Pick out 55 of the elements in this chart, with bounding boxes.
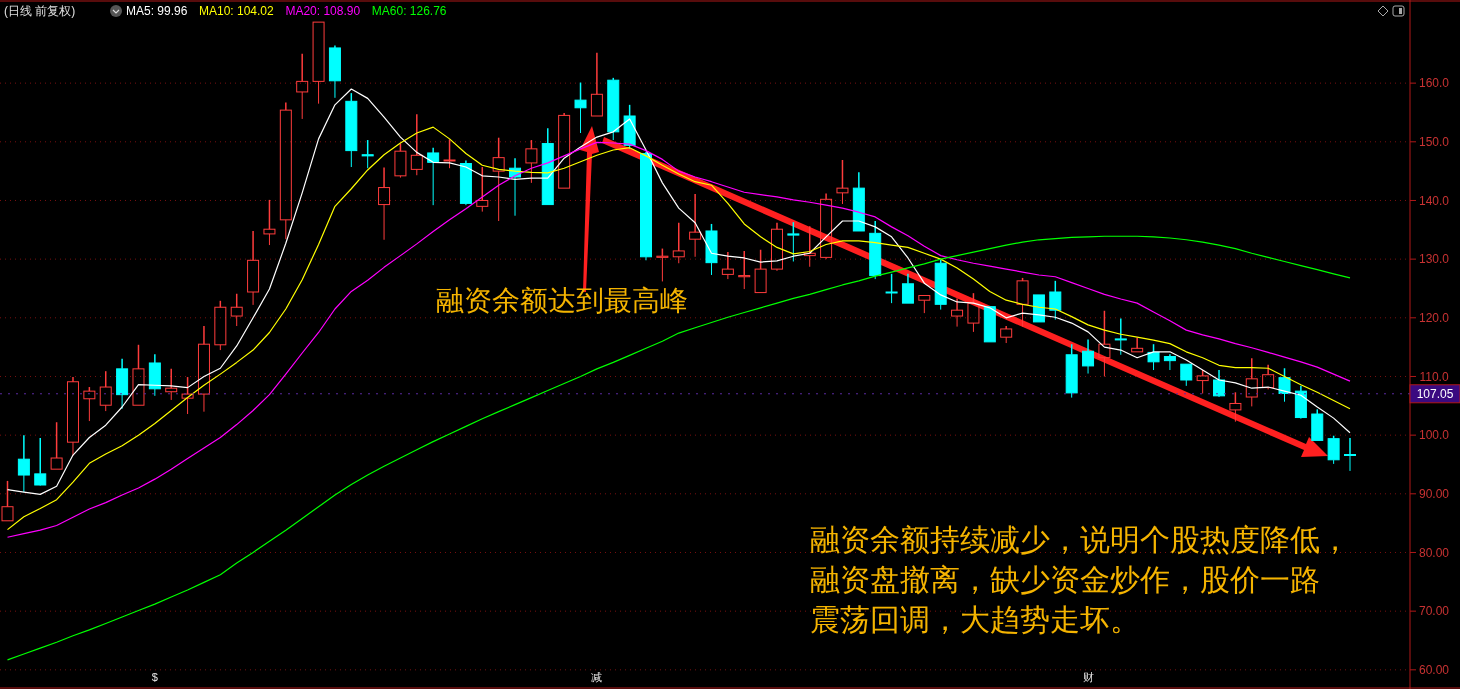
y-tick-label: 130.0 — [1418, 252, 1450, 267]
y-tick-label: 60.00 — [1418, 663, 1450, 678]
candlestick — [770, 222, 783, 272]
y-tick-label: 150.0 — [1418, 135, 1450, 149]
candlestick — [263, 199, 276, 246]
candlestick — [738, 250, 751, 290]
candlestick — [836, 159, 849, 205]
ref-line-label: 107.05 — [1416, 386, 1454, 401]
y-tick-label: 110.0 — [1419, 369, 1449, 384]
y-tick-label: 80.00 — [1418, 545, 1450, 560]
candlestick — [378, 166, 391, 241]
candlestick — [1098, 310, 1111, 377]
y-tick-label: 160.0 — [1418, 76, 1450, 91]
chart-title: (日线 前复权) — [4, 4, 76, 18]
candlestick — [1082, 338, 1095, 375]
candlestick — [66, 376, 79, 457]
annotation: 融资余额持续减少，说明个股热度降低，融资盘撤离，缺少资金炒作，股价一路震荡回调，大趋势走坏。 — [810, 523, 1350, 636]
text: MA10: 104.02 — [199, 4, 275, 18]
candlestick — [1262, 363, 1275, 390]
y-tick-label: 90.00 — [1418, 487, 1450, 502]
candlestick — [803, 225, 816, 268]
candlestick — [17, 434, 30, 493]
candlestick — [165, 368, 178, 401]
y-tick-label: 70.00 — [1418, 604, 1450, 619]
y-tick-label: 100.0 — [1418, 428, 1450, 443]
candlestick — [148, 353, 161, 397]
line-series — [6, 88, 1351, 495]
line-series — [6, 235, 1351, 661]
candlestick — [492, 136, 505, 222]
candlestick — [1344, 437, 1356, 472]
x-tick-label: $ — [151, 671, 158, 683]
candlestick — [197, 325, 210, 413]
candlestick — [296, 53, 309, 120]
candlestick — [721, 251, 734, 280]
candlestick — [116, 358, 129, 410]
candlestick — [951, 297, 964, 328]
candlestick — [689, 193, 702, 258]
text: MA60: 126.76 — [371, 4, 447, 18]
candlestick — [247, 230, 260, 306]
text: MA5: 99.96 — [126, 4, 188, 18]
y-tick-label: 120.0 — [1418, 311, 1450, 326]
candlestick — [820, 192, 833, 260]
annotation: 融资余额达到最高峰 — [436, 285, 688, 316]
candlestick — [1163, 353, 1176, 371]
x-tick-label: 财 — [1082, 671, 1094, 683]
x-tick-label: 减 — [591, 671, 603, 683]
candlestick — [1213, 369, 1226, 397]
candlestick — [672, 222, 685, 264]
candlestick — [1294, 385, 1307, 419]
candlestick — [427, 146, 440, 206]
y-tick-label: 140.0 — [1418, 193, 1450, 208]
candlestick — [476, 166, 489, 213]
candlestick — [279, 101, 292, 240]
candlestick — [459, 159, 472, 206]
text: MA20: 108.90 — [285, 4, 361, 18]
